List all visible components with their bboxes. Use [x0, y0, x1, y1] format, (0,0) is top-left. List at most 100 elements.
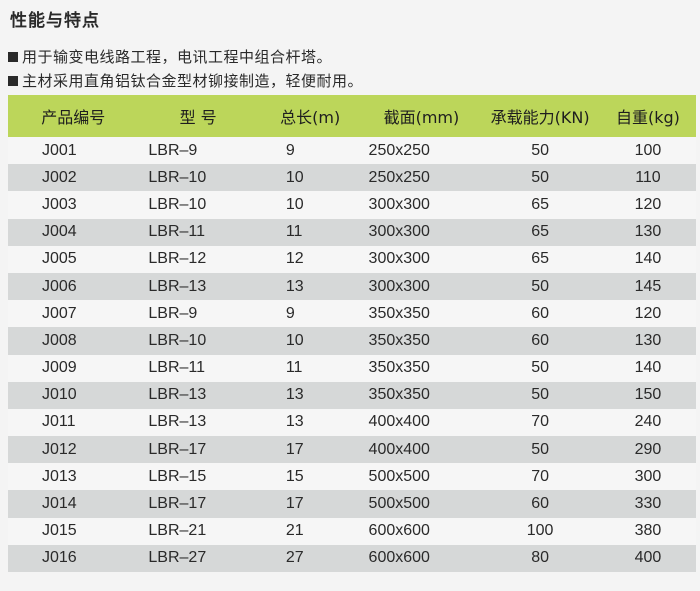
cell-model: LBR–27 [138, 544, 258, 572]
cell-model: LBR–13 [138, 408, 258, 437]
table-row: J009 LBR–11 11 350x350 50 140 [8, 354, 696, 382]
table-row: J013 LBR–15 15 500x500 70 300 [8, 463, 696, 491]
cell-weight: 330 [599, 490, 696, 518]
cell-model: LBR–9 [138, 137, 258, 165]
cell-model: LBR–11 [138, 218, 258, 246]
cell-section: 250x250 [362, 164, 481, 192]
cell-weight: 130 [599, 327, 696, 355]
cell-capacity: 50 [480, 272, 600, 301]
table-row: J003 LBR–10 10 300x300 65 120 [8, 191, 696, 219]
cell-product-code: J014 [8, 490, 139, 518]
cell-length: 13 [257, 381, 363, 409]
cell-weight: 145 [599, 272, 696, 301]
cell-weight: 140 [599, 354, 696, 382]
cell-section: 400x400 [362, 436, 481, 464]
cell-product-code: J001 [8, 137, 139, 165]
cell-model: LBR–17 [138, 490, 258, 518]
square-bullet-icon [8, 51, 18, 62]
cell-section: 500x500 [362, 463, 481, 491]
table-row: J008 LBR–10 10 350x350 60 130 [8, 327, 696, 355]
cell-section: 300x300 [362, 191, 481, 219]
cell-capacity: 50 [480, 354, 600, 382]
cell-length: 10 [257, 164, 363, 192]
table-row: J015 LBR–21 21 600x600 100 380 [8, 517, 696, 545]
cell-weight: 380 [599, 517, 696, 545]
cell-weight: 130 [599, 218, 696, 246]
cell-capacity: 50 [480, 137, 600, 165]
cell-product-code: J004 [8, 218, 139, 246]
cell-product-code: J012 [8, 436, 139, 464]
cell-section: 600x600 [362, 517, 481, 545]
cell-capacity: 70 [480, 463, 600, 491]
table-row: J006 LBR–13 13 300x300 50 145 [8, 272, 696, 301]
cell-model: LBR–15 [138, 463, 258, 491]
cell-model: LBR–13 [138, 272, 258, 301]
cell-model: LBR–11 [138, 354, 258, 382]
square-bullet-icon [8, 75, 18, 86]
cell-weight: 110 [599, 164, 696, 192]
cell-model: LBR–10 [138, 164, 258, 192]
cell-length: 10 [257, 327, 363, 355]
table-row: J005 LBR–12 12 300x300 65 140 [8, 245, 696, 273]
cell-length: 17 [257, 490, 363, 518]
cell-capacity: 50 [480, 381, 600, 409]
cell-weight: 140 [599, 245, 696, 273]
cell-length: 9 [257, 137, 363, 165]
cell-product-code: J011 [8, 408, 139, 437]
cell-length: 11 [257, 218, 363, 246]
cell-capacity: 60 [480, 300, 600, 328]
cell-weight: 240 [599, 408, 696, 437]
cell-section: 600x600 [362, 544, 481, 572]
cell-model: LBR–21 [138, 517, 258, 545]
cell-length: 12 [257, 245, 363, 273]
cell-weight: 120 [599, 300, 696, 328]
cell-length: 27 [257, 544, 363, 572]
cell-weight: 120 [599, 191, 696, 219]
cell-length: 17 [257, 436, 363, 464]
cell-section: 250x250 [362, 137, 481, 165]
cell-model: LBR–13 [138, 381, 258, 409]
cell-product-code: J006 [8, 272, 139, 301]
specs-table: 产品编号 型 号 总长(m) 截面(mm) 承载能力(KN) 自重(kg) J0… [8, 95, 696, 572]
cell-section: 350x350 [362, 300, 481, 328]
cell-section: 300x300 [362, 218, 481, 246]
cell-capacity: 50 [480, 436, 600, 464]
cell-section: 300x300 [362, 245, 481, 273]
cell-length: 9 [257, 300, 363, 328]
cell-product-code: J003 [8, 191, 139, 219]
table-row: J014 LBR–17 17 500x500 60 330 [8, 490, 696, 518]
cell-length: 10 [257, 191, 363, 219]
cell-weight: 300 [599, 463, 696, 491]
cell-capacity: 50 [480, 164, 600, 192]
cell-length: 21 [257, 517, 363, 545]
header-model: 型 号 [138, 95, 258, 137]
cell-length: 11 [257, 354, 363, 382]
cell-product-code: J010 [8, 381, 139, 409]
cell-section: 400x400 [362, 408, 481, 437]
cell-capacity: 65 [480, 245, 600, 273]
table-row: J002 LBR–10 10 250x250 50 110 [8, 164, 696, 192]
section-title: 性能与特点 [10, 11, 100, 31]
feature-text: 主材采用直角铝钛合金型材铆接制造，轻便耐用。 [22, 72, 364, 90]
feature-item: 主材采用直角铝钛合金型材铆接制造，轻便耐用。 [8, 70, 363, 91]
cell-model: LBR–17 [138, 436, 258, 464]
cell-product-code: J009 [8, 354, 139, 382]
cell-capacity: 60 [480, 490, 600, 518]
cell-model: LBR–9 [138, 300, 258, 328]
cell-model: LBR–10 [138, 327, 258, 355]
cell-product-code: J002 [8, 164, 139, 192]
cell-capacity: 65 [480, 191, 600, 219]
table-row: J001 LBR–9 9 250x250 50 100 [8, 137, 696, 165]
cell-product-code: J005 [8, 245, 139, 273]
cell-product-code: J016 [8, 544, 139, 572]
feature-text: 用于输变电线路工程，电讯工程中组合杆塔。 [22, 48, 333, 66]
table-header-row: 产品编号 型 号 总长(m) 截面(mm) 承载能力(KN) 自重(kg) [8, 95, 696, 137]
cell-capacity: 70 [480, 408, 600, 437]
header-section: 截面(mm) [362, 95, 481, 137]
cell-product-code: J008 [8, 327, 139, 355]
feature-item: 用于输变电线路工程，电讯工程中组合杆塔。 [8, 46, 332, 67]
cell-section: 500x500 [362, 490, 481, 518]
table-row: J016 LBR–27 27 600x600 80 400 [8, 544, 696, 572]
cell-weight: 290 [599, 436, 696, 464]
table-body: J001 LBR–9 9 250x250 50 100 J002 LBR–10 10 250x25… [8, 137, 696, 572]
